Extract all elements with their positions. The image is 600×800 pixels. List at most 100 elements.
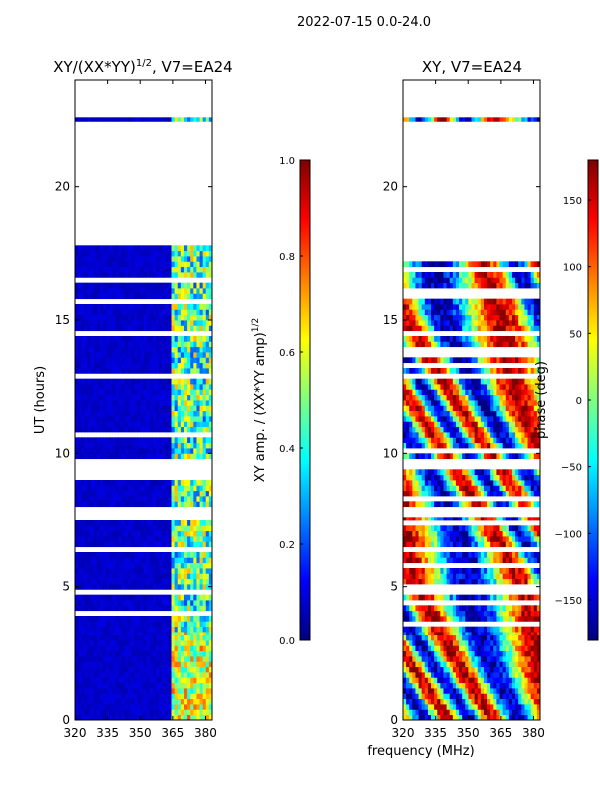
heatmap-cell (81, 426, 85, 433)
heatmap-cell (137, 677, 141, 684)
heatmap-cell (143, 314, 148, 321)
heatmap-cell (205, 621, 210, 628)
heatmap-cell (99, 634, 104, 641)
heatmap-cell (208, 501, 213, 508)
heatmap-cell (78, 389, 82, 396)
heatmap-cell (152, 650, 157, 657)
heatmap-cell (196, 362, 200, 369)
heatmap-cell (471, 501, 476, 508)
heatmap-cell (155, 304, 160, 310)
heatmap-cell (406, 568, 410, 574)
heatmap-cell (78, 666, 82, 673)
heatmap-cell (180, 616, 185, 622)
heatmap-cell (118, 709, 123, 716)
heatmap-cell (159, 389, 163, 396)
heatmap-cell (168, 605, 172, 612)
heatmap-cell (208, 496, 213, 502)
heatmap-cell (418, 666, 423, 673)
heatmap-cell (143, 600, 148, 606)
heatmap-cell (490, 541, 494, 548)
heatmap-cell (521, 645, 525, 652)
heatmap-cell (183, 288, 188, 294)
heatmap-cell (174, 325, 179, 332)
heatmap-cell (96, 530, 101, 537)
heatmap-cell (440, 640, 444, 646)
heatmap-cell (155, 621, 160, 628)
heatmap-cell (127, 336, 132, 342)
heatmap-cell (140, 352, 144, 358)
heatmap-cell (468, 640, 472, 646)
heatmap-cell (437, 525, 441, 532)
heatmap-cell (205, 250, 210, 257)
heatmap-cell (455, 661, 460, 668)
heatmap-cell (431, 474, 435, 481)
heatmap-cell (177, 677, 182, 684)
heatmap-cell (152, 448, 157, 454)
heatmap-cell (449, 650, 454, 657)
heatmap-cell (440, 610, 444, 617)
heatmap-cell (152, 405, 157, 412)
heatmap-cell (193, 634, 197, 641)
heatmap-cell (121, 288, 126, 294)
heatmap-cell (124, 557, 129, 564)
heatmap-cell (75, 400, 79, 406)
heatmap-cell (190, 410, 194, 417)
heatmap-cell (165, 480, 169, 486)
heatmap-cell (440, 557, 444, 564)
heatmap-cell (409, 536, 413, 542)
heatmap-cell (90, 714, 95, 721)
heatmap-cell (152, 261, 157, 268)
heatmap-cell (505, 677, 510, 684)
heatmap-cell (174, 314, 179, 321)
heatmap-cell (193, 573, 197, 580)
heatmap-cell (137, 640, 141, 646)
heatmap-cell (205, 632, 210, 636)
heatmap-cell (137, 346, 141, 353)
heatmap-cell (199, 650, 204, 657)
heatmap-cell (524, 530, 528, 537)
heatmap-cell (521, 650, 525, 657)
heatmap-cell (406, 688, 410, 694)
heatmap-cell (127, 520, 132, 526)
heatmap-cell (165, 525, 169, 532)
heatmap-cell (127, 282, 132, 289)
heatmap-cell (99, 437, 104, 444)
heatmap-cell (190, 634, 194, 641)
heatmap-cell (93, 490, 98, 497)
heatmap-cell (87, 594, 91, 601)
heatmap-cell (449, 661, 454, 668)
heatmap-cell (193, 442, 197, 449)
heatmap-cell (177, 341, 182, 348)
heatmap-cell (127, 501, 132, 508)
heatmap-cell (124, 341, 129, 348)
heatmap-cell (90, 605, 95, 612)
heatmap-cell (103, 640, 107, 646)
heatmap-cell (443, 688, 447, 694)
heatmap-cell (480, 480, 485, 486)
heatmap-cell (75, 485, 79, 492)
heatmap-cell (499, 610, 504, 617)
heatmap-cell (134, 309, 138, 316)
heatmap-cell (187, 562, 191, 569)
heatmap-cell (93, 693, 98, 700)
heatmap-cell (78, 416, 82, 422)
heatmap-cell (449, 501, 454, 508)
heatmap-cell (530, 645, 535, 652)
heatmap-cell (208, 480, 213, 486)
heatmap-cell (152, 634, 157, 641)
heatmap-cell (99, 368, 104, 374)
heatmap-cell (155, 117, 160, 122)
heatmap-cell (112, 490, 116, 497)
heatmap-cell (508, 693, 513, 700)
heatmap-cell (84, 261, 88, 268)
heatmap-cell (106, 389, 110, 396)
heatmap-cell (452, 693, 457, 700)
heatmap-cell (106, 584, 110, 590)
heatmap-cell (143, 368, 148, 374)
heatmap-cell (134, 341, 138, 348)
heatmap-cell (205, 304, 210, 310)
heatmap-cell (187, 117, 191, 122)
heatmap-cell (468, 626, 472, 633)
heatmap-cell (533, 666, 538, 673)
heatmap-cell (409, 650, 413, 657)
